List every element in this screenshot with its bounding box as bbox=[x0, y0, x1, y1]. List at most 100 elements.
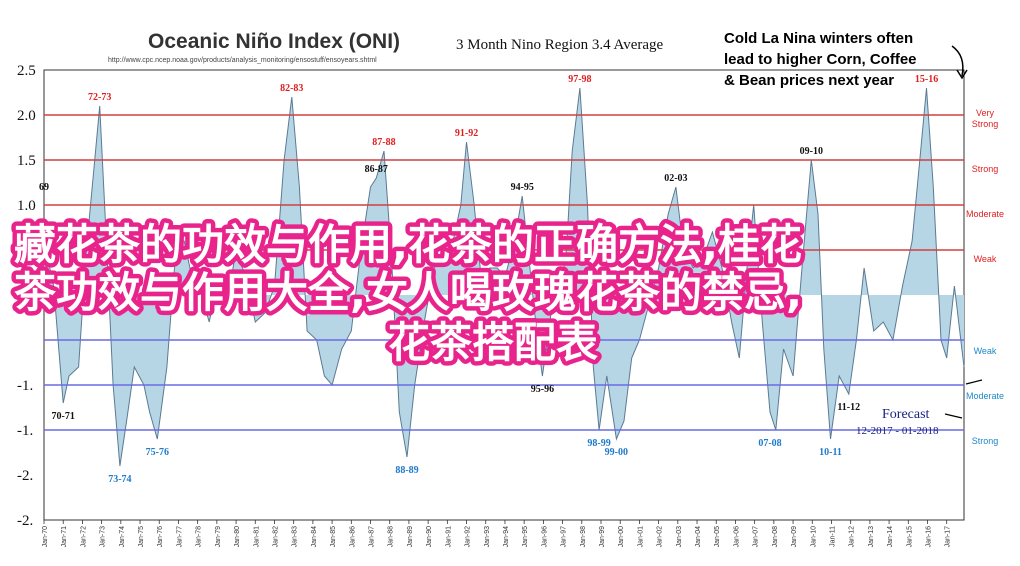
y-tick-label: 1.0 bbox=[17, 198, 36, 214]
y-tick-label: -2. bbox=[17, 513, 33, 529]
x-tick-label: Jan-09 bbox=[791, 526, 798, 548]
zone-label-2: Moderate bbox=[966, 209, 1004, 219]
x-tick-label: Jan-99 bbox=[599, 526, 606, 548]
peak-label: 09-10 bbox=[800, 146, 823, 157]
overlay-line-3: 花茶搭配表 bbox=[388, 318, 598, 367]
x-tick-label: Jan-71 bbox=[61, 526, 68, 548]
chart-subtitle: 3 Month Nino Region 3.4 Average bbox=[456, 37, 664, 53]
peak-label: 10-11 bbox=[819, 447, 842, 458]
x-tick-label: Jan-85 bbox=[330, 526, 337, 548]
x-tick-label: Jan-78 bbox=[196, 526, 203, 548]
zone-label-line: Very bbox=[976, 108, 995, 118]
y-tick-label: -1. bbox=[17, 378, 33, 394]
x-tick-label: Jan-02 bbox=[657, 526, 664, 548]
x-tick-label: Jan-88 bbox=[388, 526, 395, 548]
x-tick-label: Jan-86 bbox=[349, 526, 356, 548]
x-tick-label: Jan-05 bbox=[714, 526, 721, 548]
x-tick-label: Jan-10 bbox=[810, 526, 817, 548]
x-tick-label: Jan-16 bbox=[926, 526, 933, 548]
x-tick-label: Jan-03 bbox=[676, 526, 683, 548]
x-tick-label: Jan-15 bbox=[906, 526, 913, 548]
threshold-layer bbox=[44, 114, 964, 431]
zone-label-line: Moderate bbox=[966, 391, 1004, 401]
forecast-note: Forecast 12-2017 - 01-2018 bbox=[856, 379, 983, 437]
overlay-line-2: 茶功效与作用大全,女人喝玫瑰花茶的禁忌, bbox=[14, 268, 802, 317]
peak-label: 73-74 bbox=[108, 474, 131, 485]
oni-area bbox=[44, 88, 964, 466]
la-nina-annotation: Cold La Nina winters often lead to highe… bbox=[724, 30, 968, 89]
zone-label-5: Moderate bbox=[966, 391, 1004, 401]
x-tick-label: Jan-17 bbox=[945, 526, 952, 548]
peak-label: 72-73 bbox=[88, 92, 111, 103]
peak-label: 95-96 bbox=[531, 384, 554, 395]
x-tick-label: Jan-04 bbox=[695, 526, 702, 548]
annotation-line-1: Cold La Nina winters often bbox=[724, 30, 913, 47]
x-tick-label: Jan-12 bbox=[849, 526, 856, 548]
x-tick-label: Jan-79 bbox=[215, 526, 222, 548]
peak-label: 87-88 bbox=[372, 137, 395, 148]
y-axis: 2.5 2.0 1.5 1.0 -1. -1. -2. -2. bbox=[17, 63, 36, 529]
x-tick-label: Jan-11 bbox=[829, 526, 836, 547]
x-tick-label: Jan-90 bbox=[426, 526, 433, 548]
zone-label-layer: Very StrongStrongModerateWeakWeakModerate… bbox=[966, 108, 1004, 446]
peak-label: 86-87 bbox=[365, 164, 388, 175]
x-tick-label: Jan-77 bbox=[176, 526, 183, 548]
forecast-arrow-2 bbox=[965, 379, 983, 385]
peak-label: 07-08 bbox=[758, 438, 781, 449]
x-tick-label: Jan-91 bbox=[445, 526, 452, 548]
zone-label-line: Moderate bbox=[966, 209, 1004, 219]
zone-label-0: Very Strong bbox=[972, 108, 999, 129]
x-tick-label: Jan-94 bbox=[503, 526, 510, 548]
forecast-arrow bbox=[944, 413, 963, 419]
oni-line bbox=[43, 87, 965, 467]
x-tick-label: Jan-89 bbox=[407, 526, 414, 548]
peak-label: 70-71 bbox=[52, 411, 75, 422]
x-tick-label: Jan-93 bbox=[484, 526, 491, 548]
x-tick-label: Jan-00 bbox=[618, 526, 625, 548]
y-tick-label: 2.0 bbox=[17, 108, 36, 124]
zone-label-line: Weak bbox=[974, 254, 997, 264]
x-tick-label: Jan-87 bbox=[369, 526, 376, 548]
zone-label-line: Strong bbox=[972, 436, 999, 446]
zone-label-1: Strong bbox=[972, 164, 999, 174]
peak-label: 75-76 bbox=[146, 447, 169, 458]
x-tick-label: Jan-74 bbox=[119, 526, 126, 548]
oni-area-layer bbox=[43, 87, 965, 467]
x-tick-label: Jan-14 bbox=[887, 526, 894, 548]
x-tick-label: Jan-80 bbox=[234, 526, 241, 548]
zone-label-6: Strong bbox=[972, 436, 999, 446]
forecast-title: Forecast bbox=[882, 407, 930, 422]
x-tick-label: Jan-08 bbox=[772, 526, 779, 548]
forecast-range: 12-2017 - 01-2018 bbox=[856, 425, 939, 437]
annotation-line-3: & Bean prices next year bbox=[724, 72, 894, 89]
y-tick-label: -1. bbox=[17, 423, 33, 439]
peak-label: 69 bbox=[39, 182, 49, 193]
x-tick-label: Jan-83 bbox=[292, 526, 299, 548]
x-tick-label: Jan-97 bbox=[561, 526, 568, 548]
peak-label: 94-95 bbox=[511, 182, 534, 193]
y-tick-label: -2. bbox=[17, 468, 33, 484]
x-tick-label: Jan-06 bbox=[733, 526, 740, 548]
peak-label: 82-83 bbox=[280, 83, 303, 94]
x-tick-label: Jan-75 bbox=[138, 526, 145, 548]
x-tick-label: Jan-98 bbox=[580, 526, 587, 548]
peak-label: 15-16 bbox=[915, 74, 938, 85]
peak-label: 91-92 bbox=[455, 128, 478, 139]
x-tick-label: Jan-82 bbox=[272, 526, 279, 548]
x-tick-label: Jan-01 bbox=[637, 526, 644, 548]
x-tick-label: Jan-96 bbox=[541, 526, 548, 548]
x-tick-label: Jan-76 bbox=[157, 526, 164, 548]
chart-title: Oceanic Niño Index (ONI) bbox=[148, 30, 400, 53]
overlay-line-1: 藏花茶的功效与作用,花茶的正确方法,桂花 bbox=[14, 220, 802, 269]
zone-label-3: Weak bbox=[974, 254, 997, 264]
x-tick-label: Jan-07 bbox=[753, 526, 760, 548]
zone-label-line: Weak bbox=[974, 346, 997, 356]
annotation-arrow bbox=[951, 45, 964, 77]
peak-label: 99-00 bbox=[605, 447, 628, 458]
zone-label-4: Weak bbox=[974, 346, 997, 356]
x-tick-label: Jan-13 bbox=[868, 526, 875, 548]
peak-label: 98-99 bbox=[587, 438, 610, 449]
annotation-arrowhead bbox=[956, 69, 968, 80]
x-tick-label: Jan-95 bbox=[522, 526, 529, 548]
